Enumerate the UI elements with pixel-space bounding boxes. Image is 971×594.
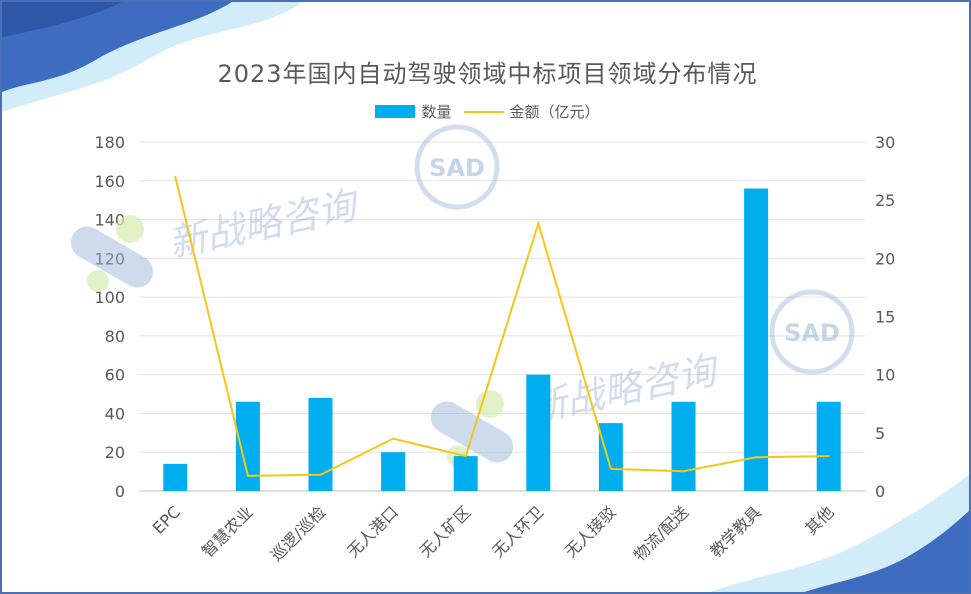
y-tick-right-label: 10	[875, 366, 895, 385]
amount-point	[537, 222, 540, 225]
legend-item-line: 金额（亿元）	[463, 101, 600, 122]
bar	[526, 374, 551, 491]
decorative-dot	[476, 390, 504, 418]
x-category-label: 无人港口	[343, 502, 402, 561]
y-tick-right-label: 25	[875, 191, 895, 210]
watermark-logo-ring	[414, 124, 500, 210]
bar	[308, 397, 333, 491]
x-category-label: EPC	[149, 502, 184, 537]
watermark-logo-ring	[769, 289, 855, 375]
bar	[671, 401, 696, 491]
amount-point	[174, 175, 177, 178]
x-category-label: 无人环卫	[488, 502, 547, 561]
bar	[744, 188, 769, 492]
y-tick-right-label: 15	[875, 308, 895, 327]
amount-point	[682, 470, 685, 473]
y-tick-left-label: 100	[94, 288, 125, 307]
decorative-dot	[87, 270, 109, 292]
y-tick-left-label: 0	[115, 482, 125, 501]
x-category-label: 教学教具	[706, 502, 765, 561]
y-tick-left-label: 160	[94, 172, 125, 191]
legend-swatch-line	[463, 110, 504, 113]
decorative-dot	[116, 215, 144, 243]
x-category-label: 物流/配送	[630, 502, 693, 565]
legend: 数量 金额（亿元）	[2, 101, 969, 122]
legend-label-count: 数量	[421, 103, 452, 121]
y-tick-left-label: 40	[105, 404, 125, 423]
x-category-label: 无人矿区	[416, 502, 475, 561]
y-tick-right-label: 0	[875, 482, 885, 501]
x-category-label: 智慧农业	[198, 502, 257, 561]
amount-point	[827, 455, 830, 458]
amount-line	[174, 176, 829, 477]
y-tick-right-label: 30	[875, 133, 895, 152]
y-tick-right-label: 20	[875, 249, 895, 268]
y-tick-left-label: 180	[94, 133, 125, 152]
amount-point	[246, 474, 249, 477]
y-tick-left-label: 60	[105, 366, 125, 385]
legend-label-amount: 金额（亿元）	[509, 103, 600, 121]
x-category-label: 巡逻/巡检	[267, 502, 330, 565]
bar	[598, 423, 623, 491]
y-tick-left-label: 80	[105, 327, 125, 346]
legend-item-bar: 数量	[375, 101, 452, 122]
watermark-logo-text: SAD	[429, 154, 485, 182]
x-category-label: 其他	[801, 502, 837, 538]
amount-point	[319, 473, 322, 476]
legend-swatch-bar	[375, 105, 416, 118]
decorative-capsule	[70, 226, 154, 288]
watermark-logo-text: SAD	[784, 319, 840, 347]
bar	[235, 401, 260, 491]
amount-point	[609, 467, 612, 470]
chart-title: 2023年国内自动驾驶领域中标项目领域分布情况	[217, 60, 758, 88]
bar	[163, 463, 188, 491]
bar	[381, 452, 406, 491]
amount-point	[392, 437, 395, 440]
decorative-capsule	[430, 401, 514, 463]
amount-point	[464, 455, 467, 458]
bar	[816, 401, 841, 491]
bar	[453, 456, 478, 491]
amount-point	[755, 456, 758, 459]
y-tick-left-label: 20	[105, 443, 125, 462]
x-category-label: 无人接驳	[561, 502, 620, 561]
y-tick-right-label: 5	[875, 424, 885, 443]
